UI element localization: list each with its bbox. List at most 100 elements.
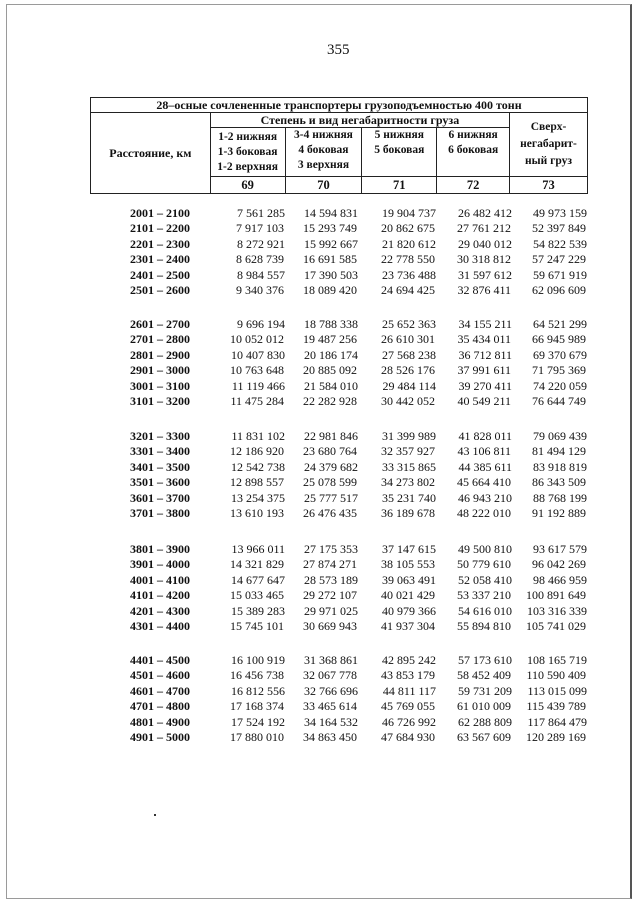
tariff-value: 52 058 410 <box>458 572 512 587</box>
table-row: 4501 – 4600 16 456 738 32 067 778 43 853 17… <box>0 668 640 683</box>
table-row: 2201 – 2300 8 272 921 15 992 667 21 820 612… <box>0 237 640 252</box>
distance-range: 4301 – 4400 <box>130 619 190 633</box>
table-row: 2901 – 3000 10 763 648 20 885 092 28 526 17… <box>0 363 640 378</box>
tariff-value: 17 390 503 <box>304 267 358 282</box>
tariff-value: 29 272 107 <box>303 588 357 603</box>
tariff-value: 33 315 865 <box>382 459 436 474</box>
tariff-value: 98 466 959 <box>533 572 587 587</box>
tariff-value: 25 777 517 <box>304 490 358 505</box>
distance-range: 2801 – 2900 <box>130 347 190 362</box>
tariff-value: 39 270 411 <box>458 378 512 393</box>
tariff-value: 10 052 012 <box>230 332 284 347</box>
tariff-value: 8 272 921 <box>237 236 285 251</box>
tariff-value: 29 484 114 <box>382 378 436 393</box>
table-row: 2501 – 2600 9 340 376 18 089 420 24 694 425… <box>0 283 640 298</box>
tariff-value: 23 736 488 <box>382 267 436 282</box>
column-header-line: Сверх- <box>530 121 567 133</box>
column-header: 5 нижняя 5 боковая <box>361 127 438 177</box>
tariff-value: 52 397 849 <box>532 221 586 236</box>
tariff-value: 61 010 009 <box>457 699 511 714</box>
tariff-value: 28 526 176 <box>381 363 435 378</box>
table-row: 4401 – 4500 16 100 919 31 368 861 42 895 24… <box>0 653 640 668</box>
tariff-value: 24 379 682 <box>304 459 358 474</box>
tariff-value: 32 766 696 <box>304 683 358 698</box>
distance-range: 2201 – 2300 <box>130 236 190 251</box>
tariff-value: 24 694 425 <box>381 283 435 297</box>
tariff-value: 7 561 285 <box>237 206 285 220</box>
tariff-value: 10 407 830 <box>231 347 285 362</box>
tariff-value: 113 015 099 <box>527 683 587 698</box>
tariff-value: 57 247 229 <box>532 252 586 267</box>
tariff-value: 35 231 740 <box>382 490 436 505</box>
distance-range: 3101 – 3200 <box>130 394 190 408</box>
column-header-line: ный груз <box>525 155 572 167</box>
tariff-value: 20 862 675 <box>381 221 435 236</box>
distance-range: 4801 – 4900 <box>130 714 190 729</box>
tariff-value: 29 040 012 <box>458 236 512 251</box>
tariff-value: 105 741 029 <box>526 619 586 633</box>
column-number: 73 <box>509 176 588 194</box>
distance-range: 2401 – 2500 <box>130 267 190 282</box>
tariff-value: 15 389 283 <box>231 603 285 618</box>
distance-range: 2901 – 3000 <box>130 363 190 378</box>
tariff-value: 69 370 679 <box>533 347 587 362</box>
tariff-value: 35 434 011 <box>457 332 511 347</box>
tariff-value: 10 763 648 <box>230 363 284 378</box>
tariff-value: 91 192 889 <box>532 506 586 520</box>
tariff-value: 13 966 011 <box>231 542 285 556</box>
tariff-value: 64 521 299 <box>533 317 587 331</box>
tariff-value: 47 684 930 <box>381 730 435 744</box>
table-row: 2801 – 2900 10 407 830 20 186 174 27 568 23… <box>0 348 640 363</box>
table-row: 3901 – 4000 14 321 829 27 874 271 38 105 55… <box>0 557 640 572</box>
table-row: 4101 – 4200 15 033 465 29 272 107 40 021 42… <box>0 588 640 603</box>
tariff-value: 93 617 579 <box>533 542 587 556</box>
distance-range: 2001 – 2100 <box>130 206 190 220</box>
tariff-value: 27 175 353 <box>304 542 358 556</box>
column-header-line: 3-4 нижняя <box>294 129 353 141</box>
column-header: 6 нижняя 6 боковая <box>436 127 511 177</box>
tariff-value: 28 573 189 <box>304 572 358 587</box>
distance-range: 2601 – 2700 <box>130 317 190 331</box>
tariff-value: 15 033 465 <box>230 588 284 603</box>
tariff-value: 81 494 129 <box>532 444 586 459</box>
distance-range: 4401 – 4500 <box>130 653 190 667</box>
table-row: 4301 – 4400 15 745 101 30 669 943 41 937 30… <box>0 619 640 634</box>
tariff-value: 30 442 052 <box>381 394 435 408</box>
table-row: 2101 – 2200 7 917 103 15 293 749 20 862 675… <box>0 221 640 236</box>
tariff-value: 49 973 159 <box>533 206 587 220</box>
tariff-value: 74 220 059 <box>533 378 587 393</box>
tariff-value: 100 891 649 <box>526 588 586 603</box>
tariff-value: 71 795 369 <box>532 363 586 378</box>
tariff-value: 63 567 609 <box>457 730 511 744</box>
tariff-value: 37 991 611 <box>457 363 511 378</box>
distance-range: 4501 – 4600 <box>130 668 190 683</box>
tariff-value: 49 500 810 <box>458 542 512 556</box>
tariff-value: 25 078 599 <box>303 475 357 490</box>
tariff-value: 14 321 829 <box>230 557 284 572</box>
tariff-value: 39 063 491 <box>382 572 436 587</box>
tariff-value: 31 399 989 <box>382 429 436 443</box>
tariff-value: 27 874 271 <box>303 557 357 572</box>
tariff-value: 19 904 737 <box>382 206 436 220</box>
tariff-value: 25 652 363 <box>382 317 436 331</box>
tariff-value: 59 731 209 <box>458 683 512 698</box>
tariff-value: 23 680 764 <box>303 444 357 459</box>
tariff-value: 110 590 409 <box>526 668 586 683</box>
scan-speck <box>154 814 156 816</box>
distance-range: 4901 – 5000 <box>130 730 190 744</box>
tariff-value: 9 340 376 <box>236 283 284 297</box>
table-row: 3401 – 3500 12 542 738 24 379 682 33 315 86… <box>0 460 640 475</box>
distance-range: 4201 – 4300 <box>130 603 190 618</box>
tariff-value: 32 067 778 <box>303 668 357 683</box>
tariff-value: 48 222 010 <box>457 506 511 520</box>
tariff-value: 37 147 615 <box>382 542 436 556</box>
tariff-value: 9 696 194 <box>237 317 285 331</box>
table-row: 3001 – 3100 11 119 466 21 584 010 29 484 11… <box>0 379 640 394</box>
tariff-value: 41 937 304 <box>381 619 435 633</box>
tariff-value: 22 282 928 <box>303 394 357 408</box>
page-number: 355 <box>327 42 350 58</box>
tariff-value: 31 368 861 <box>304 653 358 667</box>
tariff-value: 7 917 103 <box>236 221 284 236</box>
table-header: 28–осные сочлененные транспортеры грузоп… <box>90 97 588 194</box>
tariff-value: 38 105 553 <box>381 557 435 572</box>
